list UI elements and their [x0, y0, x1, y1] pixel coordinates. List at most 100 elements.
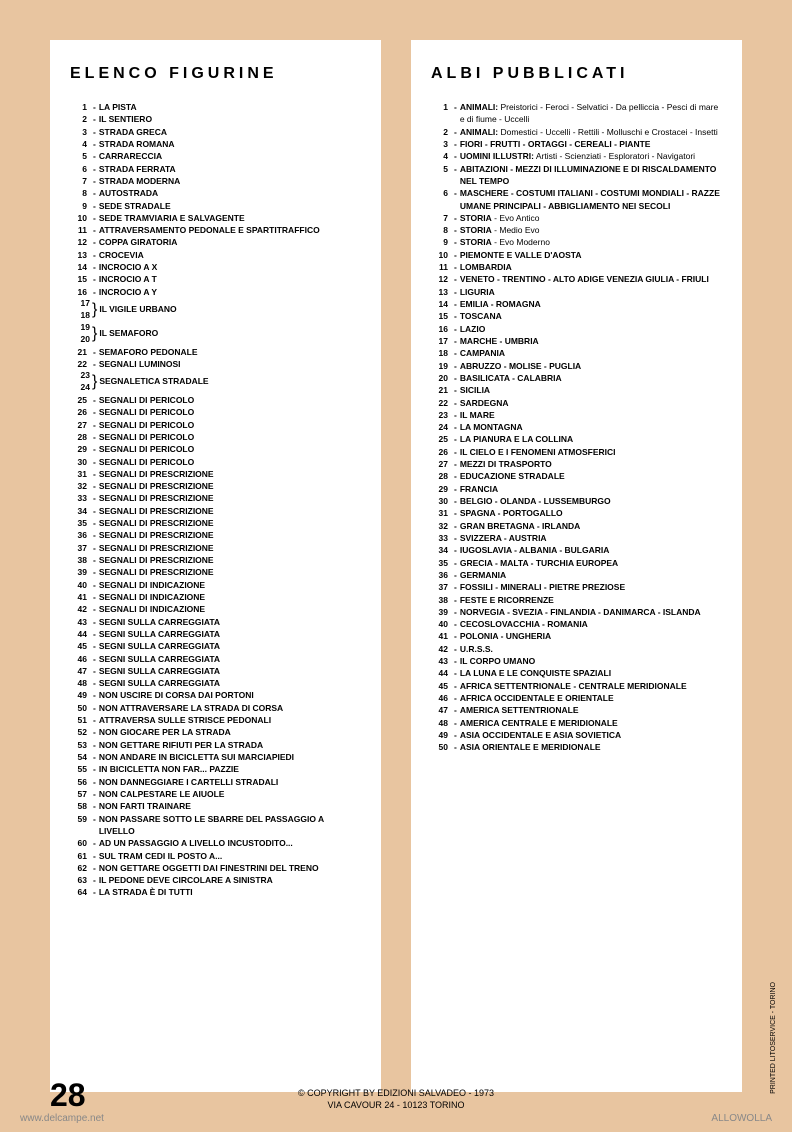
list-item: 2-IL SENTIERO [70, 113, 361, 125]
item-text: NON GETTARE OGGETTI DAI FINESTRINI DEL T… [99, 862, 361, 874]
list-item: 61-SUL TRAM CEDI IL POSTO A... [70, 850, 361, 862]
bracket-item: 1718} IL VIGILE URBANO [70, 298, 361, 322]
item-text: SEGNI SULLA CARREGGIATA [99, 677, 361, 689]
item-dash: - [90, 212, 99, 224]
item-text: MARCHE - UMBRIA [460, 335, 722, 347]
list-item: 63-IL PEDONE DEVE CIRCOLARE A SINISTRA [70, 874, 361, 886]
list-item: 44-SEGNI SULLA CARREGGIATA [70, 628, 361, 640]
list-item: 27-SEGNALI DI PERICOLO [70, 419, 361, 431]
item-text: FRANCIA [460, 483, 722, 495]
item-text-normal: - Evo Moderno [492, 237, 550, 247]
item-number: 32 [70, 480, 90, 492]
item-dash: - [90, 113, 99, 125]
item-text-bold: FOSSILI - MINERALI - PIETRE PREZIOSE [460, 582, 625, 592]
item-dash: - [90, 101, 99, 113]
list-item: 16-INCROCIO A Y [70, 286, 361, 298]
item-text-bold: POLONIA - UNGHERIA [460, 631, 551, 641]
item-dash: - [90, 138, 99, 150]
item-number: 46 [70, 653, 90, 665]
list-item: 38-FESTE E RICORRENZE [431, 594, 722, 606]
item-text: ATTRAVERSAMENTO PEDONALE E SPARTITRAFFIC… [99, 224, 361, 236]
item-text-bold: FESTE E RICORRENZE [460, 595, 554, 605]
item-dash: - [90, 628, 99, 640]
list-item: 4-UOMINI ILLUSTRI: Artisti - Scienziati … [431, 150, 722, 162]
item-dash: - [451, 224, 460, 236]
item-dash: - [451, 667, 460, 679]
list-item: 25-SEGNALI DI PERICOLO [70, 394, 361, 406]
item-number: 31 [431, 507, 451, 519]
item-text: LAZIO [460, 323, 722, 335]
item-text: BELGIO - OLANDA - LUSSEMBURGO [460, 495, 722, 507]
list-item: 49-ASIA OCCIDENTALE E ASIA SOVIETICA [431, 729, 722, 741]
item-dash: - [90, 406, 99, 418]
item-text: SEGNI SULLA CARREGGIATA [99, 628, 361, 640]
item-text-bold: SARDEGNA [460, 398, 509, 408]
item-number: 45 [431, 680, 451, 692]
item-text-bold: ANIMALI: [460, 102, 498, 112]
item-dash: - [451, 372, 460, 384]
item-text-bold: U.R.S.S. [460, 644, 493, 654]
item-text: STORIA - Evo Moderno [460, 236, 722, 248]
item-text: FIORI - FRUTTI - ORTAGGI - CEREALI - PIA… [460, 138, 722, 150]
item-text-normal: Preistorici - Feroci - Selvatici - Da pe… [460, 102, 718, 124]
item-number: 13 [70, 249, 90, 261]
list-item: 13-CROCEVIA [70, 249, 361, 261]
item-text: BASILICATA - CALABRIA [460, 372, 722, 384]
item-text: AMERICA CENTRALE E MERIDIONALE [460, 717, 722, 729]
item-text: SEGNALI DI PERICOLO [99, 456, 361, 468]
item-text-bold: STORIA [460, 237, 492, 247]
list-item: 27-MEZZI DI TRASPORTO [431, 458, 722, 470]
item-text: NON GETTARE RIFIUTI PER LA STRADA [99, 739, 361, 751]
item-dash: - [451, 150, 460, 162]
list-item: 15-INCROCIO A T [70, 273, 361, 285]
item-text-bold: ANIMALI: [460, 127, 498, 137]
item-dash: - [451, 163, 460, 188]
item-dash: - [451, 507, 460, 519]
item-dash: - [451, 581, 460, 593]
item-dash: - [451, 433, 460, 445]
list-item: 33-SVIZZERA - AUSTRIA [431, 532, 722, 544]
item-text-bold: MARCHE - UMBRIA [460, 336, 539, 346]
item-number: 8 [70, 187, 90, 199]
bracket-brace-icon: } [90, 374, 99, 390]
list-item: 22-SEGNALI LUMINOSI [70, 358, 361, 370]
item-text: ABITAZIONI - MEZZI DI ILLUMINAZIONE E DI… [460, 163, 722, 188]
item-number: 3 [70, 126, 90, 138]
item-number: 39 [431, 606, 451, 618]
item-text-bold: LA PIANURA E LA COLLINA [460, 434, 573, 444]
item-text-bold: SVIZZERA - AUSTRIA [460, 533, 547, 543]
list-item: 19-ABRUZZO - MOLISE - PUGLIA [431, 360, 722, 372]
item-dash: - [90, 665, 99, 677]
list-item: 35-GRECIA - MALTA - TURCHIA EUROPEA [431, 557, 722, 569]
right-column: ALBI PUBBLICATI 1-ANIMALI: Preistorici -… [411, 40, 742, 1092]
list-item: 51-ATTRAVERSA SULLE STRISCE PEDONALI [70, 714, 361, 726]
item-dash: - [451, 458, 460, 470]
list-item: 20-BASILICATA - CALABRIA [431, 372, 722, 384]
item-dash: - [451, 397, 460, 409]
list-item: 6-MASCHERE - COSTUMI ITALIANI - COSTUMI … [431, 187, 722, 212]
item-number: 13 [431, 286, 451, 298]
item-text: SEGNALI DI PERICOLO [99, 394, 361, 406]
item-text-normal: - Medio Evo [492, 225, 540, 235]
item-number: 34 [431, 544, 451, 556]
left-title: ELENCO FIGURINE [70, 65, 361, 83]
item-text: NON GIOCARE PER LA STRADA [99, 726, 361, 738]
item-number: 10 [431, 249, 451, 261]
item-text: IL SEMAFORO [99, 328, 361, 340]
item-text: SEDE TRAMVIARIA E SALVAGENTE [99, 212, 361, 224]
item-text: NON ANDARE IN BICICLETTA SUI MARCIAPIEDI [99, 751, 361, 763]
item-text-bold: VENETO - TRENTINO - ALTO ADIGE VENEZIA G… [460, 274, 709, 284]
item-dash: - [451, 249, 460, 261]
item-dash: - [90, 456, 99, 468]
item-dash: - [451, 323, 460, 335]
list-item: 48-AMERICA CENTRALE E MERIDIONALE [431, 717, 722, 729]
item-dash: - [90, 236, 99, 248]
item-number: 43 [70, 616, 90, 628]
item-number: 58 [70, 800, 90, 812]
item-text-bold: TOSCANA [460, 311, 502, 321]
item-number: 64 [70, 886, 90, 898]
item-text-bold: IL CIELO E I FENOMENI ATMOSFERICI [460, 447, 616, 457]
item-dash: - [90, 175, 99, 187]
item-number: 28 [70, 431, 90, 443]
item-number: 25 [431, 433, 451, 445]
